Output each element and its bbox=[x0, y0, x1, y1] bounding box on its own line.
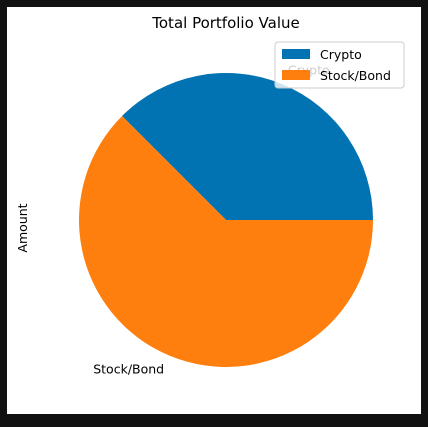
legend-entry-stock-bond: Stock/Bond bbox=[320, 68, 391, 83]
chart-frame: Total Portfolio Value Amount Crypto Stock… bbox=[7, 7, 421, 414]
pie-slice-stock-bond bbox=[79, 116, 373, 367]
pie-chart: Total Portfolio Value Amount Crypto Stock… bbox=[15, 14, 405, 376]
legend-entry-crypto: Crypto bbox=[320, 47, 362, 62]
chart-title: Total Portfolio Value bbox=[151, 14, 299, 32]
y-axis-label: Amount bbox=[15, 203, 30, 252]
legend: Crypto Stock/Bond bbox=[274, 41, 405, 89]
slice-label-stock-bond: Stock/Bond bbox=[93, 361, 164, 376]
pie-slices bbox=[79, 72, 374, 367]
pie-slice-crypto bbox=[122, 72, 374, 220]
legend-swatch-stock-bond bbox=[282, 70, 310, 80]
legend-swatch-crypto bbox=[282, 49, 310, 59]
